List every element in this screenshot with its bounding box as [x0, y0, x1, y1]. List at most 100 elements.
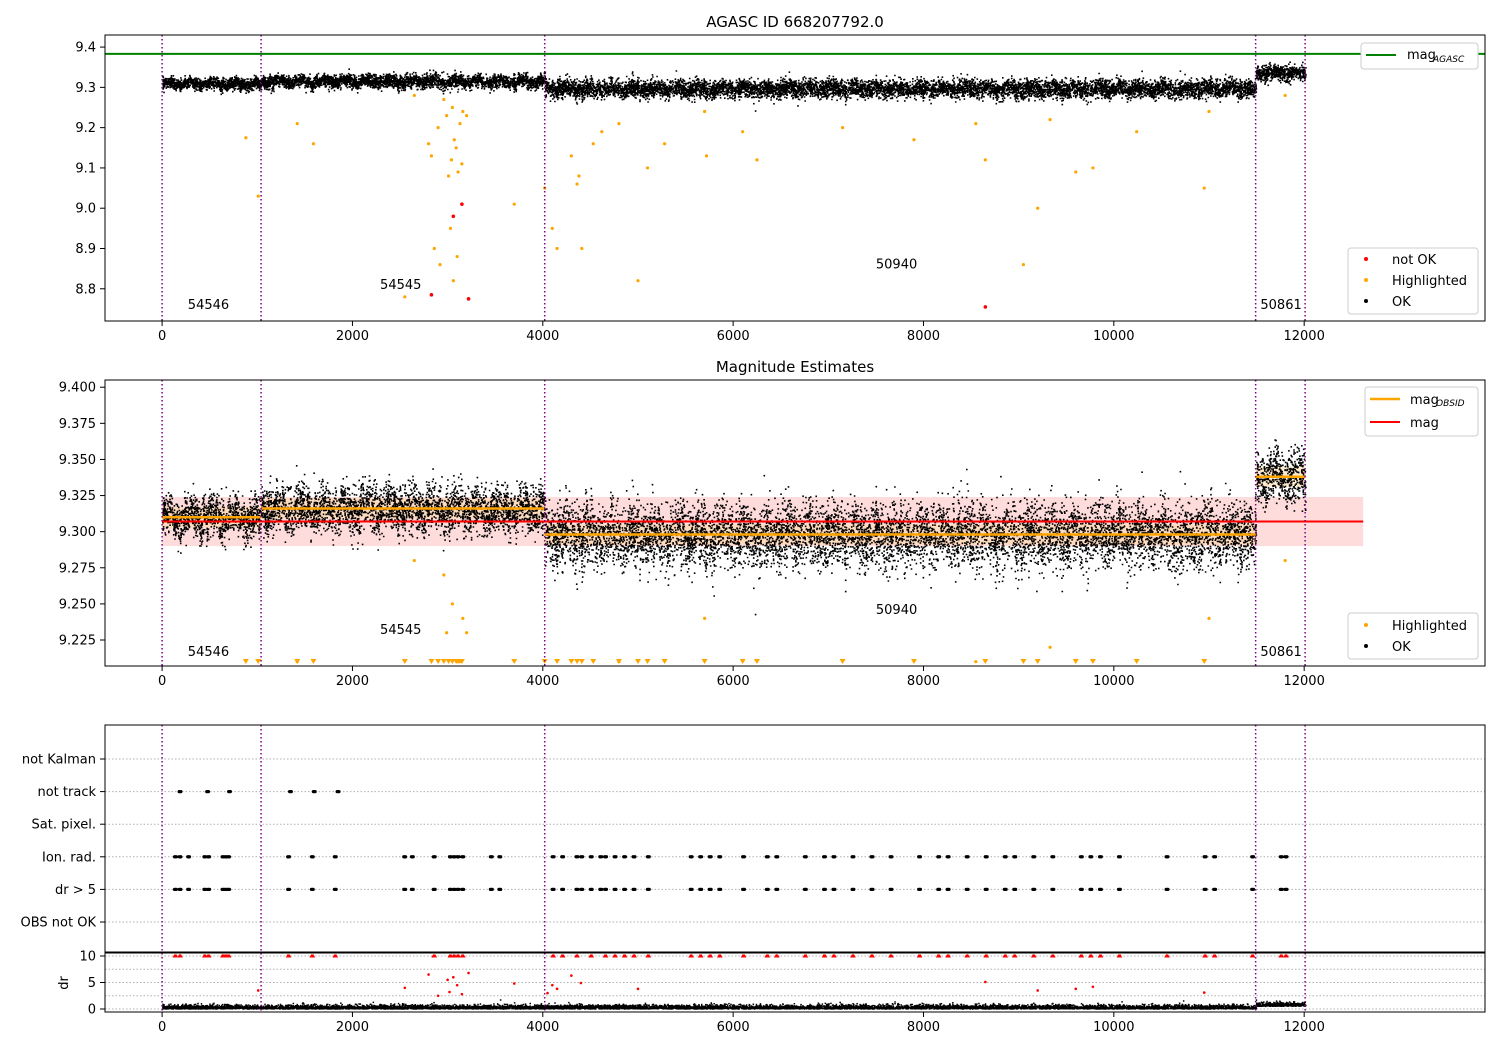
- clipped-highlighted-marker: [242, 659, 249, 664]
- flag-points: [177, 790, 341, 794]
- y-tick-label: 8.8: [75, 282, 96, 297]
- flag-category-label: OBS not OK: [21, 916, 97, 931]
- dr-outlier-point: [546, 991, 549, 995]
- obsid-annotation: 50940: [876, 603, 917, 618]
- clipped-highlighted-marker: [458, 659, 465, 664]
- legend-not-ok-marker: [1364, 257, 1368, 261]
- dr-outlier-point: [436, 994, 440, 998]
- highlighted-point: [452, 138, 456, 142]
- highlighted-point: [1091, 166, 1095, 170]
- y-tick-label: 10: [79, 950, 96, 965]
- y-tick-label: 8.9: [75, 242, 96, 257]
- highlighted-point: [311, 142, 316, 146]
- highlighted-point: [550, 226, 554, 230]
- x-tick-label: 4000: [526, 1020, 559, 1035]
- clipped-highlighted-marker: [590, 659, 597, 664]
- dr-clipped-marker: [742, 954, 747, 958]
- x-tick-label: 2000: [336, 674, 369, 689]
- dr-clipped-marker: [1165, 954, 1170, 958]
- y-tick-label: 9.300: [59, 525, 96, 540]
- top-plot-area: 54546 54545 50940 50861 9.4 9.3 9.2 9.1 9.0 8.9 8.…: [75, 35, 1485, 344]
- highlighted-point: [1207, 616, 1211, 620]
- highlighted-point: [755, 158, 759, 162]
- highlighted-point: [1048, 117, 1052, 122]
- dr-outlier-point: [1091, 985, 1095, 989]
- x-tick-label: 6000: [717, 1020, 750, 1035]
- clipped-highlighted-marker: [739, 659, 746, 664]
- clipped-highlighted-marker: [511, 659, 518, 664]
- y-tick-label: 5: [88, 976, 96, 991]
- x-tick-label: 12000: [1283, 1020, 1324, 1035]
- legend-mag-agasc-label: mag: [1407, 48, 1436, 63]
- dr-clipped-marker: [918, 954, 923, 958]
- highlighted-point: [912, 138, 916, 142]
- clipped-highlighted-marker: [440, 659, 447, 664]
- obsid-annotation: 54545: [380, 278, 421, 293]
- obsid-annotation: 50861: [1260, 298, 1301, 313]
- dr-clipped-marker: [1099, 954, 1104, 958]
- dr-clipped-marker: [590, 954, 595, 958]
- y-tick-label: 9.400: [59, 381, 96, 396]
- clipped-highlighted-marker: [435, 659, 442, 664]
- obsid-annotation: 50861: [1260, 645, 1301, 660]
- highlighted-point: [636, 279, 640, 283]
- y-tick-label: 9.325: [59, 489, 96, 504]
- x-tick-label: 4000: [526, 329, 559, 344]
- not-ok-point: [466, 297, 471, 301]
- dr-clipped-marker: [613, 954, 618, 958]
- dr-clipped-marker: [699, 954, 704, 958]
- dr-clipped-marker: [766, 954, 771, 958]
- dr-panel: 0 5 10 0 2000 4000 6000 8000 10000 12000 dr: [57, 950, 1486, 1035]
- clipped-highlighted-marker: [910, 659, 917, 664]
- x-tick-label: 2000: [336, 1020, 369, 1035]
- flag-points: [172, 855, 1289, 859]
- highlighted-point: [442, 97, 446, 102]
- legend-ok-marker: [1364, 299, 1368, 303]
- highlighted-point: [436, 126, 440, 130]
- dr-outlier-point: [455, 983, 459, 987]
- clipped-highlighted-marker: [428, 659, 435, 664]
- highlighted-point: [458, 122, 462, 126]
- highlighted-point: [426, 142, 431, 146]
- highlighted-point: [617, 122, 621, 126]
- dr-outlier-point: [512, 982, 516, 985]
- highlighted-point: [1074, 170, 1078, 174]
- highlighted-point: [403, 295, 407, 299]
- highlighted-point: [1283, 558, 1287, 563]
- dr-clipped-marker: [870, 954, 875, 958]
- highlighted-point: [1048, 645, 1052, 649]
- x-tick-label: 6000: [717, 329, 750, 344]
- dr-clipped-marker: [1284, 954, 1289, 958]
- flags-panel-frame: [104, 724, 1486, 953]
- clipped-highlighted-marker: [753, 659, 760, 664]
- dr-clipped-marker: [1032, 954, 1037, 958]
- highlighted-point: [1036, 206, 1040, 210]
- middle-data: 54546 54545 50940 50861: [161, 380, 1364, 666]
- y-tick-label: 9.275: [59, 561, 96, 576]
- highlighted-point: [1283, 93, 1287, 98]
- dr-clipped-marker: [334, 954, 339, 958]
- highlighted-point: [702, 109, 707, 114]
- dr-clipped-marker: [1089, 954, 1094, 958]
- top-panel-title: AGASC ID 668207792.0: [706, 13, 884, 31]
- legend-highlighted-label: Highlighted: [1392, 274, 1467, 289]
- highlighted-point: [1135, 130, 1139, 134]
- dr-panel-frame: [104, 952, 1486, 1013]
- dr-clipped-marker: [552, 954, 556, 958]
- highlighted-point: [451, 279, 455, 283]
- x-tick-label: 8000: [907, 329, 940, 344]
- dr-outlier-point: [636, 987, 640, 991]
- legend-highlighted-label: Highlighted: [1392, 619, 1467, 634]
- not-ok-point: [983, 305, 988, 309]
- dr-clipped-marker: [1004, 954, 1009, 958]
- dr-outlier-point: [551, 983, 554, 987]
- top-panel: AGASC ID 668207792.0 54546 54545 50940 5086…: [75, 13, 1486, 344]
- dr-clipped-marker: [775, 954, 780, 958]
- dr-outlier-point: [256, 989, 260, 992]
- dr-clipped-marker: [889, 954, 894, 958]
- clipped-highlighted-marker: [1072, 659, 1079, 664]
- x-tick-label: 12000: [1283, 329, 1324, 344]
- dr-clipped-marker: [1213, 954, 1218, 958]
- clipped-highlighted-marker: [455, 659, 462, 664]
- highlighted-point: [580, 246, 584, 251]
